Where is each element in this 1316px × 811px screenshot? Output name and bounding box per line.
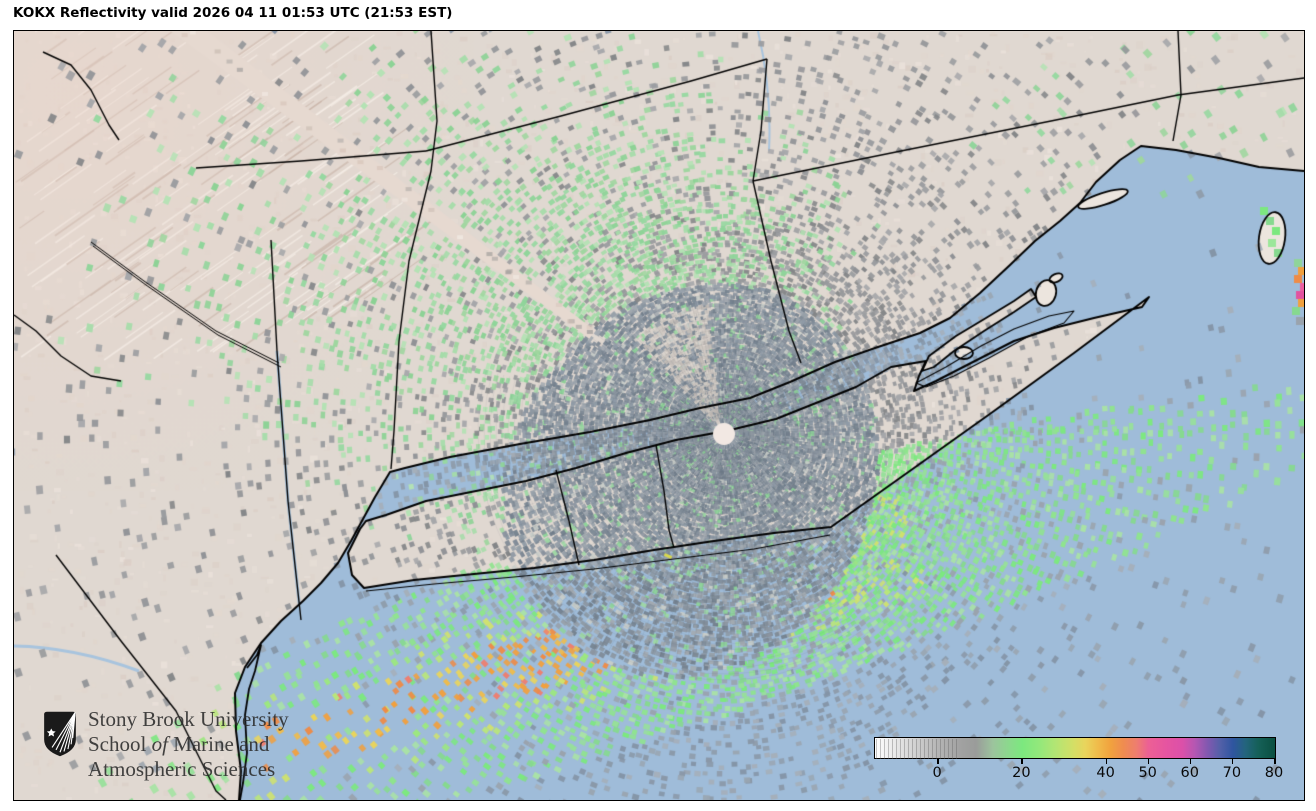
colorbar-tick-mark xyxy=(1189,759,1192,764)
colorbar-tick-label: 80 xyxy=(1264,765,1284,781)
colorbar-tick-label: 60 xyxy=(1180,765,1199,781)
colorbar-tick-label: 0 xyxy=(932,765,942,781)
radar-map-canvas xyxy=(14,31,1304,800)
colorbar-tick-mark xyxy=(1231,759,1234,764)
stony-brook-logo: Stony Brook University School of Marine … xyxy=(42,707,289,782)
colorbar-tick-mark xyxy=(1147,759,1150,764)
colorbar-tick-label: 20 xyxy=(1012,765,1031,781)
colorbar-tick-label: 40 xyxy=(1096,765,1115,781)
logo-line-1: Stony Brook University xyxy=(88,707,289,731)
colorbar-tick-label: 50 xyxy=(1138,765,1157,781)
colorbar-striations xyxy=(876,739,960,759)
reflectivity-colorbar: 0 20 40 50 60 70 80 xyxy=(874,737,1283,789)
colorbar-tick-mark xyxy=(937,759,939,764)
university-shield-icon xyxy=(44,711,76,757)
colorbar-tick-label: 70 xyxy=(1222,765,1242,781)
colorbar-tick-mark xyxy=(1105,759,1108,764)
logo-line-3: Atmospheric Sciences xyxy=(88,757,276,781)
radar-map: Stony Brook University School of Marine … xyxy=(13,30,1305,801)
colorbar-tick-mark xyxy=(1021,759,1023,764)
logo-line-2: School of Marine and xyxy=(88,732,270,756)
figure-title: KOKX Reflectivity valid 2026 04 11 01:53… xyxy=(13,5,453,21)
colorbar-tick-mark xyxy=(1274,759,1276,764)
colorbar-gradient xyxy=(874,737,1276,759)
logo-text: Stony Brook University School of Marine … xyxy=(88,707,289,782)
